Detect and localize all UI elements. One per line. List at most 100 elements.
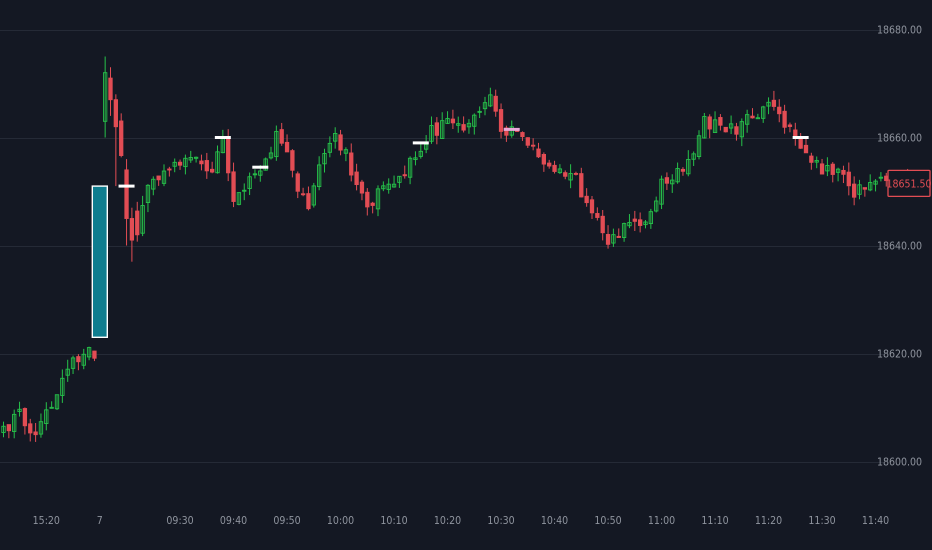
candle-body (531, 144, 536, 147)
candle-body (525, 137, 530, 146)
candle-body (300, 193, 306, 196)
candle-body (177, 161, 183, 166)
candle-body (852, 183, 857, 198)
candle-65 (349, 143, 354, 182)
candle-body (6, 424, 12, 432)
candle-162 (868, 174, 873, 192)
candle-body (712, 119, 718, 133)
candle-28 (151, 176, 156, 196)
candle-body (728, 123, 734, 129)
candle-body (86, 347, 92, 358)
candle-body (579, 173, 584, 198)
candle-body (279, 129, 284, 144)
candle-112 (600, 210, 605, 241)
candle-body (349, 152, 354, 176)
candle-body (573, 172, 579, 175)
time-tick-label: 10:20 (434, 515, 461, 527)
candle-body (482, 102, 488, 110)
candle-145 (777, 99, 782, 123)
candle-body (702, 116, 707, 139)
candle-73 (391, 175, 397, 188)
candle-body (327, 142, 332, 153)
candle-154 (825, 157, 830, 177)
candle-14 (76, 354, 81, 371)
candle-body (707, 116, 712, 130)
candle-body (616, 235, 621, 238)
candle-153 (819, 158, 825, 175)
time-tick-label: 11:10 (701, 515, 728, 527)
price-marker (214, 136, 231, 139)
candle-116 (621, 222, 627, 242)
candle-body (803, 144, 809, 154)
candle-body (520, 132, 525, 138)
candle-128 (686, 150, 691, 177)
candle-77 (413, 151, 418, 166)
candle-body (466, 122, 472, 128)
candle-163 (873, 179, 878, 192)
time-tick-label: 7 (97, 515, 103, 527)
candle-body (92, 350, 97, 359)
candle-body (723, 126, 728, 133)
candle-body (429, 125, 434, 142)
candle-104 (557, 164, 563, 175)
candle-body (70, 357, 76, 369)
candle-21 (113, 94, 119, 187)
candle-29 (156, 175, 161, 186)
candle-60 (322, 148, 327, 173)
candle-body (621, 223, 627, 238)
candle-0 (1, 421, 6, 438)
candle-114 (611, 228, 616, 247)
candle-111 (595, 207, 600, 221)
candle-66 (354, 163, 359, 191)
candle-67 (359, 179, 365, 201)
candle-50 (268, 146, 274, 160)
candle-47 (252, 169, 258, 179)
candle-147 (787, 122, 793, 133)
candle-134 (718, 114, 723, 131)
candle-46 (247, 172, 252, 196)
time-axis: 15:20 7 09:30 09:40 09:50 10:00 10:10 10:20 10:3… (33, 515, 889, 527)
candle-body (830, 163, 835, 175)
candle-body (819, 163, 825, 175)
candle-92 (493, 89, 498, 117)
price-tick-label: 18640.00 (877, 241, 922, 253)
time-tick-label: 11:30 (808, 515, 835, 527)
candle-10 (54, 394, 60, 410)
time-tick-label: 09:40 (220, 515, 247, 527)
candle-157 (841, 165, 846, 184)
candle-135 (723, 126, 728, 133)
candle-82 (440, 112, 445, 139)
candle-142 (761, 105, 766, 123)
candle-130 (696, 130, 702, 160)
candle-83 (445, 111, 450, 124)
candle-98 (525, 137, 530, 149)
candle-133 (712, 111, 718, 133)
candle-108 (579, 167, 584, 198)
candle-122 (654, 196, 659, 213)
candle-body (659, 178, 664, 205)
candle-125 (670, 174, 675, 193)
candle-51 (274, 125, 279, 161)
candle-160 (857, 179, 862, 200)
candle-body (873, 180, 878, 185)
candle-body (81, 353, 86, 366)
candle-body (841, 169, 846, 175)
candle-body (135, 210, 140, 236)
candle-25 (135, 201, 140, 242)
candle-97 (520, 131, 525, 141)
candle-85 (456, 116, 461, 133)
candle-body (113, 99, 119, 128)
candle-body (643, 221, 648, 226)
candle-body (680, 168, 686, 172)
candle-body (761, 106, 766, 119)
candle-36 (193, 156, 199, 163)
candle-43 (231, 162, 236, 208)
price-marker (503, 127, 520, 131)
candle-body (370, 202, 375, 206)
candle-27 (145, 184, 151, 213)
candle-38 (204, 152, 209, 179)
price-tick-label: 18600.00 (877, 457, 922, 469)
candle-102 (547, 159, 552, 169)
candle-body (600, 215, 605, 234)
candle-body (54, 394, 60, 410)
